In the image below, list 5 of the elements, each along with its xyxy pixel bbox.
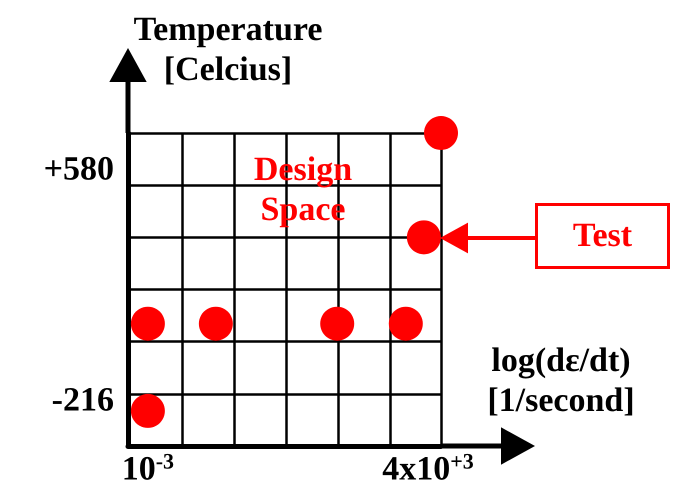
y-tick-label: +580 xyxy=(44,150,114,188)
y-tick-label: -216 xyxy=(52,381,114,418)
x-axis-title: log(dε/dt) [1/second] xyxy=(486,341,636,421)
callout-box: Test xyxy=(535,203,670,269)
y-axis-title: Temperature [Celcius] xyxy=(132,10,324,90)
